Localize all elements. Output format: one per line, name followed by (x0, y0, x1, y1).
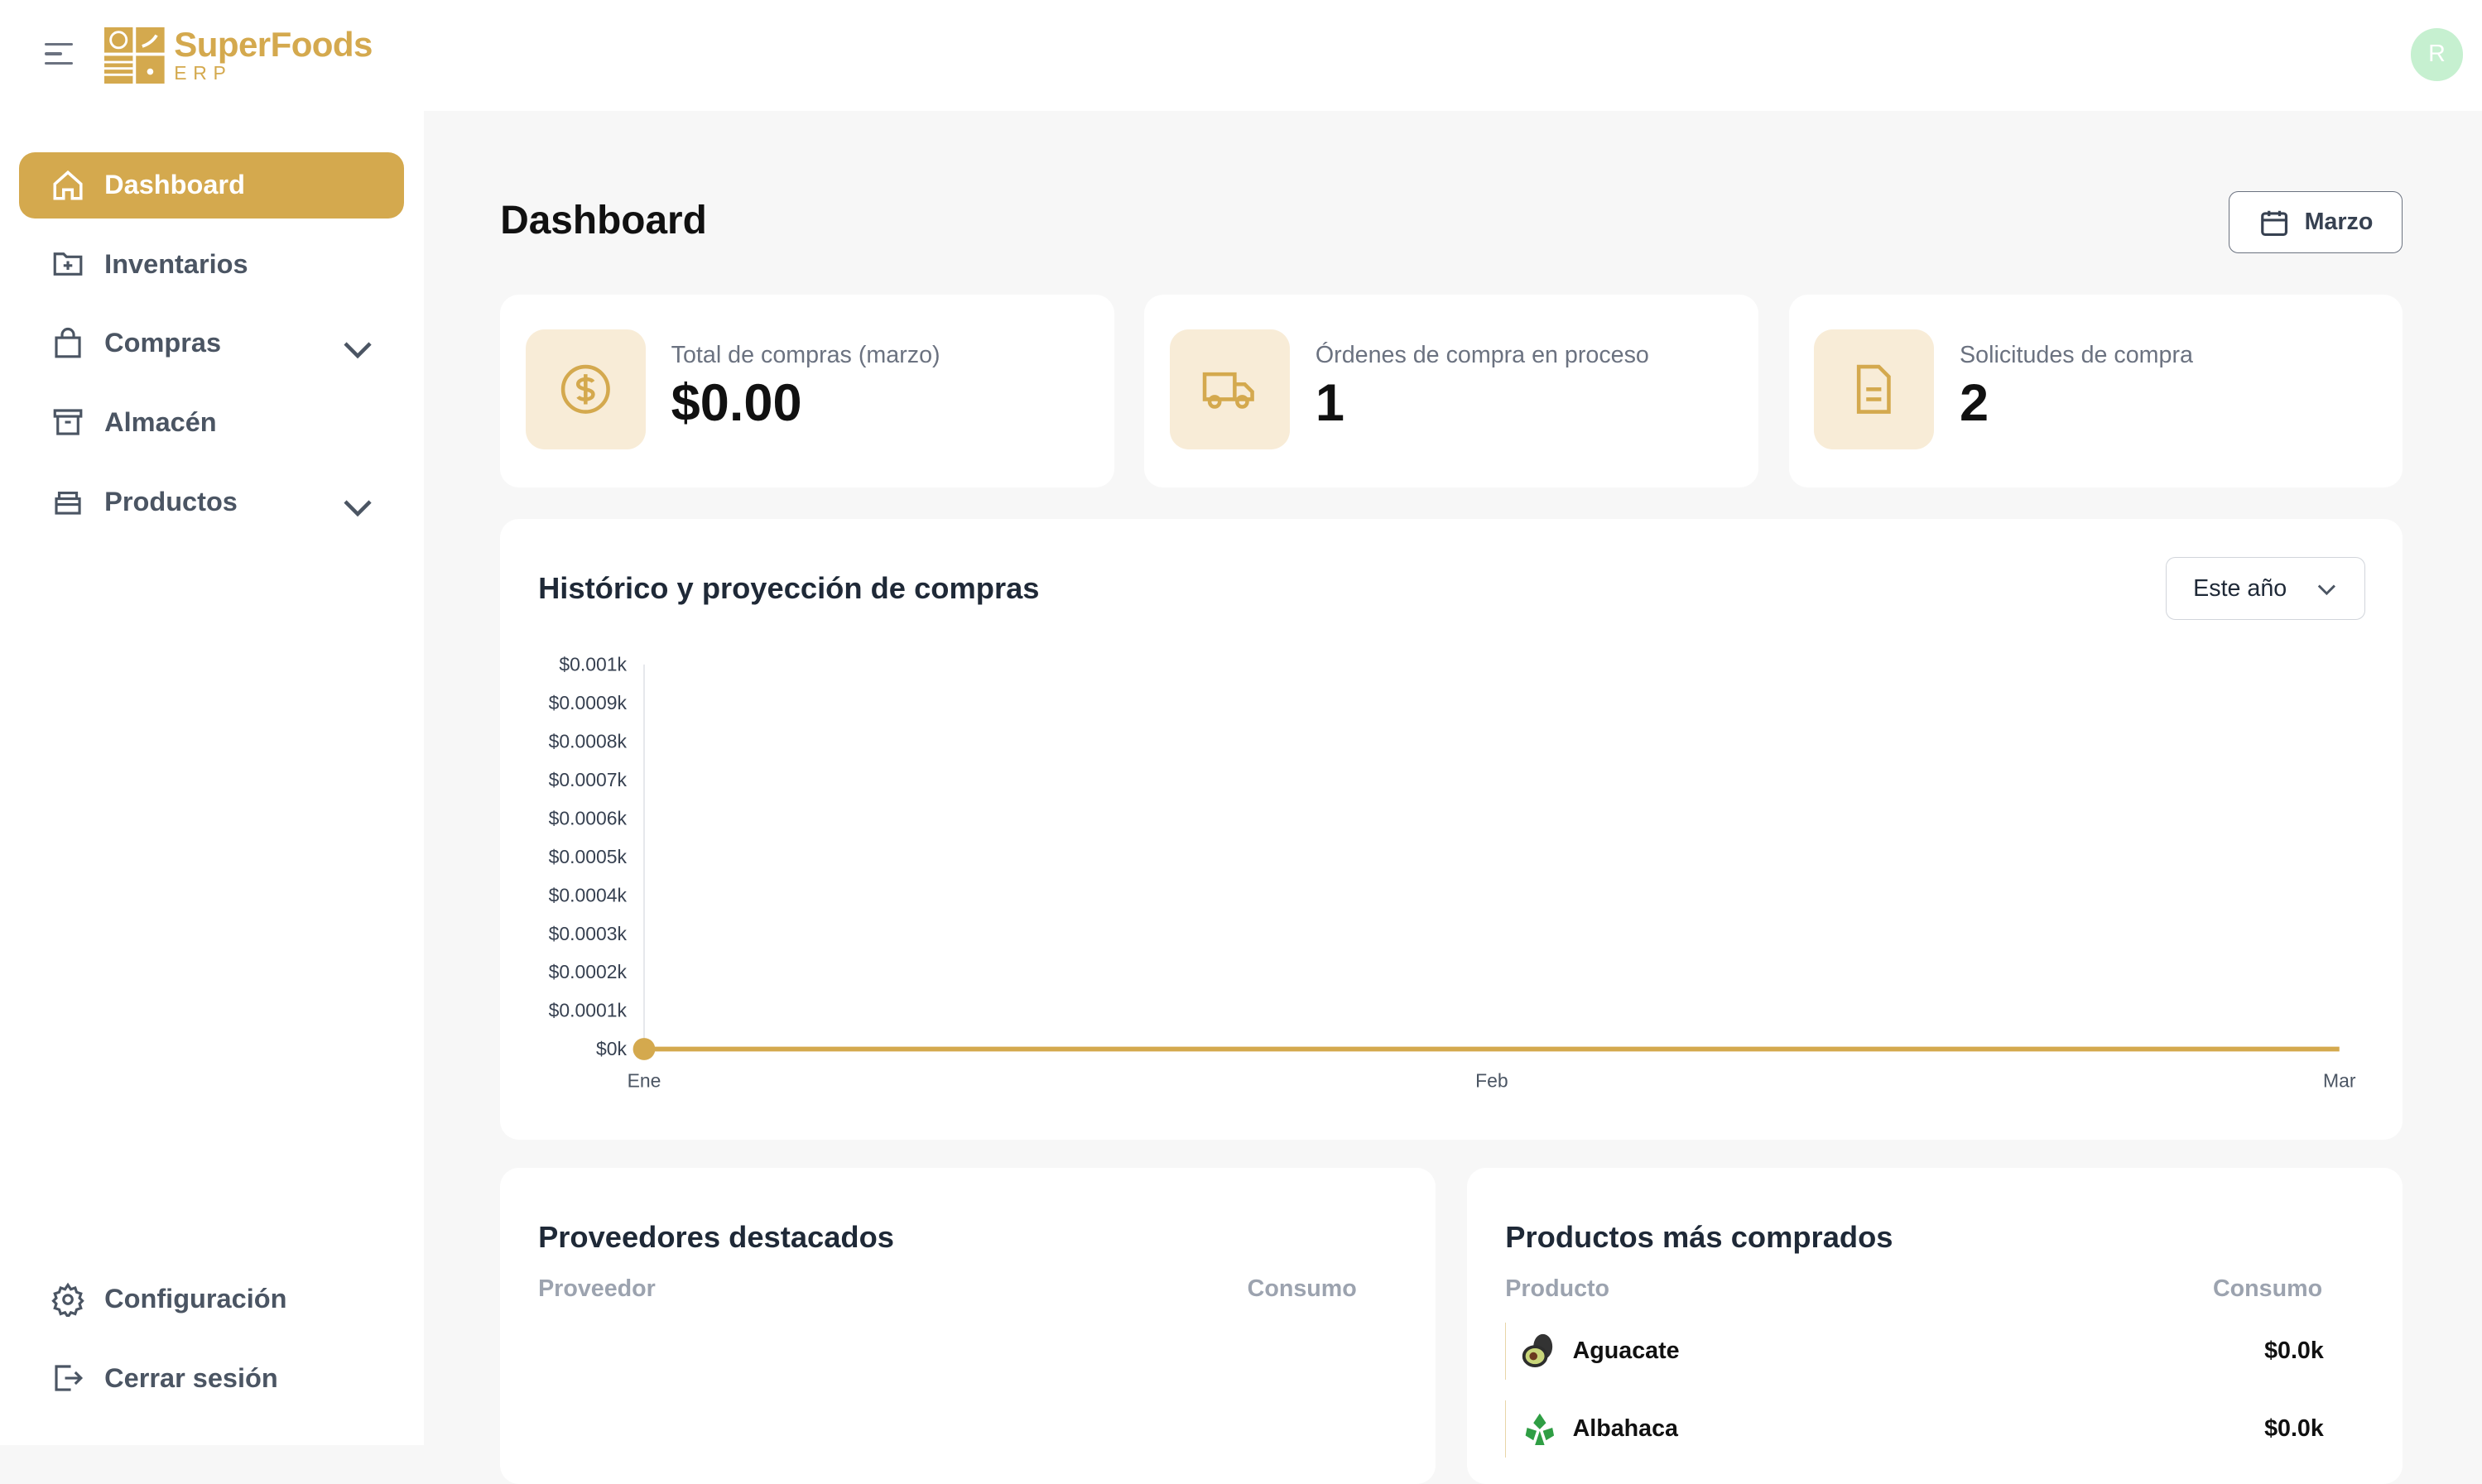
range-select[interactable]: Este año (2165, 557, 2365, 621)
sidebar-item-compras[interactable]: Compras (19, 310, 404, 377)
user-avatar[interactable]: R (2410, 28, 2464, 81)
brand-logo[interactable]: SuperFoods ERP (104, 25, 373, 84)
sidebar-item-cerrar-sesion[interactable]: Cerrar sesión (19, 1345, 404, 1411)
purchase-history-chart: $0k $0.0001k $0.0002k $0.0003k $0.0004k $0.00… (549, 654, 2356, 1092)
brand-sub: ERP (174, 61, 233, 84)
chart-title: Histórico y proyección de compras (538, 571, 1040, 606)
sidebar-item-almacen[interactable]: Almacén (19, 389, 404, 455)
y-tick-label: $0.0006k (549, 808, 628, 829)
sidebar-item-inventarios[interactable]: Inventarios (19, 231, 404, 297)
table-row[interactable]: Aguacate $0.0k (1505, 1323, 2324, 1381)
chart-card: Histórico y proyección de compras Este a… (500, 519, 2403, 1140)
stat-value: 2 (1960, 374, 1989, 433)
stat-value: 1 (1315, 374, 1344, 433)
y-tick-label: $0.0002k (549, 961, 628, 982)
product-value: $0.0k (2264, 1338, 2324, 1365)
table-row[interactable]: Albahaca $0.0k (1505, 1400, 2324, 1458)
archive-icon (53, 409, 83, 436)
products-title: Productos más comprados (1505, 1220, 1893, 1255)
truck-icon (1169, 329, 1291, 449)
column-header-proveedor: Proveedor (538, 1275, 656, 1303)
y-tick-label: $0.0008k (549, 731, 628, 752)
home-icon (53, 170, 83, 200)
suppliers-title: Proveedores destacados (538, 1220, 894, 1255)
stat-label: Órdenes de compra en proceso (1315, 341, 1649, 368)
chevron-down-icon (344, 342, 372, 358)
sidebar-item-label: Compras (104, 328, 222, 358)
stat-card-solicitudes: Solicitudes de compra 2 (1788, 294, 2403, 487)
x-tick-label: Feb (1475, 1070, 1508, 1092)
page-title: Dashboard (500, 199, 707, 243)
x-tick-label: Mar (2323, 1070, 2356, 1092)
y-tick-label: $0.0003k (549, 923, 628, 944)
sidebar-item-label: Dashboard (104, 170, 245, 200)
sidebar-item-dashboard[interactable]: Dashboard (18, 151, 404, 219)
column-header-consumo: Consumo (2212, 1275, 2323, 1303)
brand-name: SuperFoods (174, 25, 373, 65)
stat-card-total-compras: Total de compras (marzo) $0.00 (500, 294, 1115, 487)
month-label: Marzo (2304, 209, 2374, 236)
sidebar-item-label: Almacén (104, 406, 217, 437)
sidebar-item-label: Cerrar sesión (104, 1362, 278, 1393)
logout-icon (55, 1365, 84, 1391)
avocado-icon (1522, 1333, 1552, 1367)
product-name: Aguacate (1572, 1338, 1680, 1365)
y-tick-label: $0.0009k (549, 692, 628, 713)
y-tick-label: $0.0007k (549, 769, 628, 790)
y-tick-label: $0.0004k (549, 884, 628, 905)
chevron-down-icon (344, 500, 372, 517)
top-bar: SuperFoods ERP R (0, 0, 2482, 111)
data-point (633, 1038, 656, 1061)
superfoods-logo-icon (104, 26, 165, 84)
sidebar-item-configuracion[interactable]: Configuración (19, 1266, 404, 1333)
stat-card-ordenes: Órdenes de compra en proceso 1 (1144, 294, 1759, 487)
sidebar: Dashboard Inventarios Compras Almacén Pr… (0, 110, 425, 1445)
column-header-consumo: Consumo (1247, 1275, 1357, 1303)
menu-toggle-button[interactable] (44, 42, 76, 69)
document-icon (1814, 329, 1935, 449)
y-tick-label: $0.0001k (549, 1000, 628, 1021)
gear-icon (51, 1282, 84, 1317)
sidebar-item-productos[interactable]: Productos (19, 468, 404, 535)
calendar-icon (2261, 210, 2288, 236)
box-icon (55, 491, 81, 515)
dollar-icon (525, 329, 647, 449)
basil-icon (1525, 1413, 1554, 1445)
y-tick-label: $0.001k (560, 654, 628, 675)
stat-value: $0.00 (671, 374, 802, 433)
range-value: Este año (2193, 574, 2287, 602)
shopping-bag-icon (55, 327, 81, 358)
suppliers-card: Proveedores destacados Proveedor Consumo (500, 1168, 1436, 1484)
y-tick-label: $0.0005k (549, 846, 628, 867)
month-picker-button[interactable]: Marzo (2229, 191, 2403, 253)
sidebar-item-label: Productos (104, 486, 238, 516)
sidebar-item-label: Inventarios (104, 248, 248, 279)
chevron-down-icon (2317, 584, 2335, 595)
stat-label: Solicitudes de compra (1960, 341, 2193, 368)
products-card: Productos más comprados Producto Consumo… (1467, 1168, 2403, 1484)
column-header-producto: Producto (1505, 1275, 1610, 1303)
x-tick-label: Ene (628, 1070, 661, 1092)
stat-label: Total de compras (marzo) (671, 341, 940, 368)
folder-plus-icon (53, 252, 83, 276)
y-tick-label: $0k (596, 1038, 628, 1059)
sidebar-item-label: Configuración (104, 1284, 287, 1314)
product-value: $0.0k (2264, 1415, 2324, 1443)
product-name: Albahaca (1572, 1415, 1678, 1443)
